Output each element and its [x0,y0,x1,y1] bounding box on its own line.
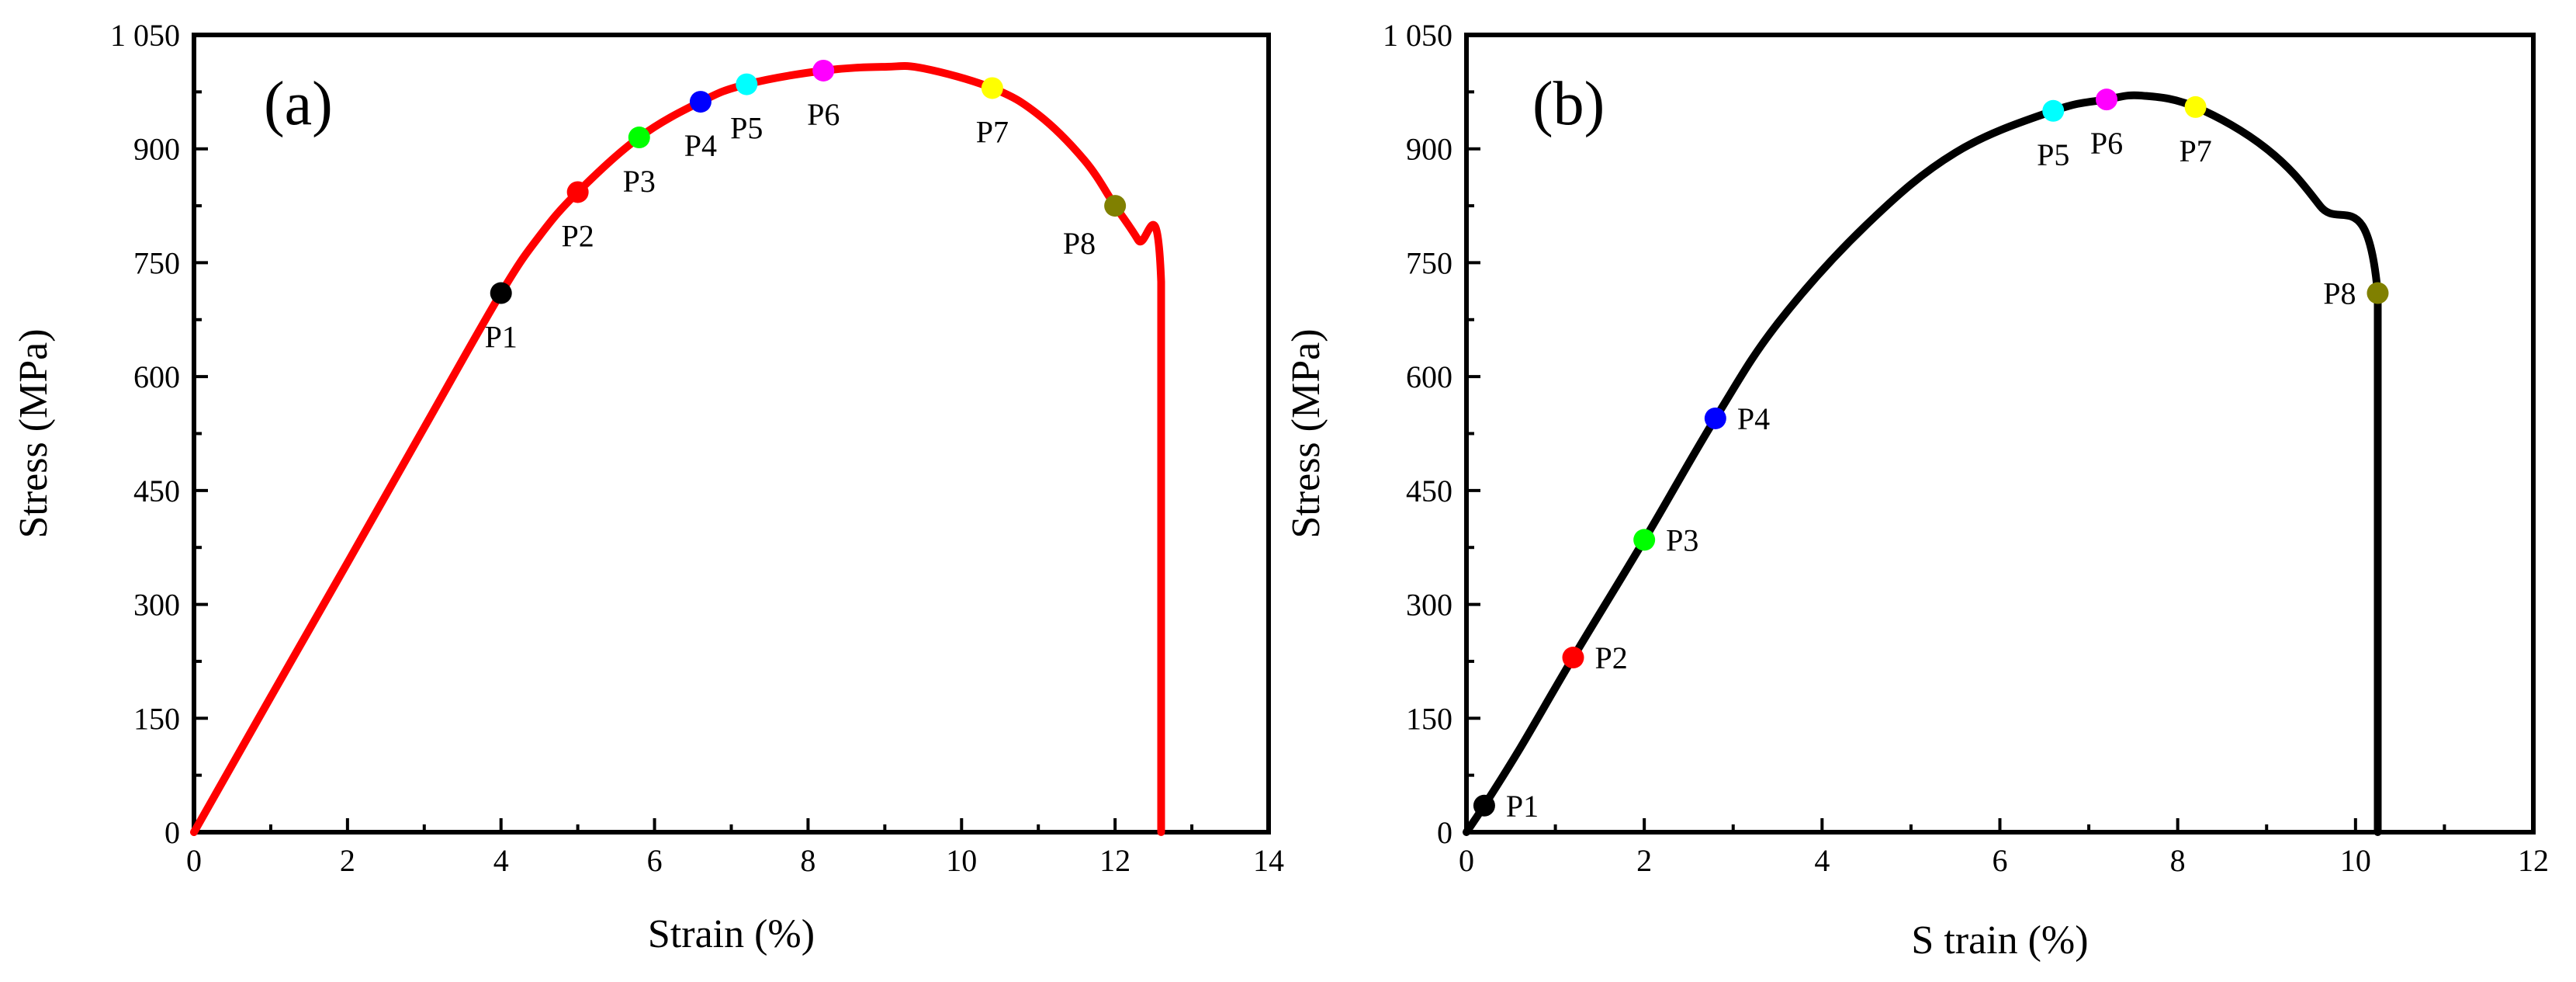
point-label-p1: P1 [1506,789,1539,824]
y-tick-label: 300 [1406,588,1452,623]
y-tick-label: 750 [133,245,180,280]
point-marker-p1 [1473,794,1495,817]
x-tick-label: 4 [1814,843,1830,878]
point-label-p3: P3 [623,164,656,199]
point-label-p4: P4 [1737,401,1770,436]
point-label-p8: P8 [1063,226,1096,261]
x-tick-label: 8 [2170,843,2186,878]
point-label-p1: P1 [485,320,518,355]
point-marker-p3 [628,127,650,149]
point-label-p7: P7 [976,114,1009,149]
panel-label: (a) [264,70,333,138]
x-tick-label: 6 [1993,843,2008,878]
y-tick-label: 0 [164,815,180,850]
x-tick-label: 0 [186,843,202,878]
y-tick-label: 0 [1437,815,1452,850]
x-tick-label: 0 [1459,843,1474,878]
point-marker-p5 [736,73,758,95]
y-tick-label: 1 050 [110,18,180,53]
y-tick-label: 450 [133,474,180,508]
y-tick-label: 300 [133,588,180,623]
y-tick-label: 150 [133,701,180,736]
x-tick-label: 2 [340,843,355,878]
y-tick-label: 1 050 [1383,18,1452,53]
y-tick-label: 750 [1406,245,1452,280]
point-label-p2: P2 [1595,640,1628,675]
point-label-p2: P2 [562,218,594,253]
point-label-p5: P5 [730,111,763,146]
y-tick-label: 900 [1406,132,1452,167]
x-tick-label: 10 [2340,843,2371,878]
point-marker-p4 [689,91,712,113]
y-tick-label: 600 [133,359,180,394]
y-tick-label: 150 [1406,701,1452,736]
x-tick-label: 6 [647,843,663,878]
chart-panel-b: 0 2 4 6 8 10 12 0 150 300 450 600 750 900 1 050 S train… [1284,18,2549,963]
y-tick-label: 600 [1406,359,1452,394]
point-marker-p7 [2184,95,2207,118]
x-axis-title: S train (%) [1911,918,2088,963]
x-tick-label: 4 [493,843,509,878]
point-label-p6: P6 [2090,126,2123,161]
point-marker-p2 [566,181,589,203]
x-tick-label: 2 [1636,843,1652,878]
point-label-p4: P4 [684,128,717,163]
x-tick-label: 10 [946,843,977,878]
x-tick-label: 8 [800,843,815,878]
point-marker-p2 [1562,647,1584,669]
x-tick-label: 12 [2518,843,2549,878]
point-marker-p3 [1633,529,1656,551]
y-tick-label: 900 [133,132,180,167]
point-marker-p6 [812,59,835,82]
plot-frame [192,33,1271,835]
point-marker-p7 [981,77,1003,99]
chart-panel-a: 0 2 4 6 8 10 12 14 0 150 300 450 600 750 900 1 050 Strai… [12,18,1284,956]
point-label-p3: P3 [1666,522,1698,557]
point-marker-p5 [2042,99,2065,122]
stress-strain-curve [1463,91,2382,836]
point-label-p6: P6 [807,97,840,132]
point-label-p7: P7 [2179,134,2211,168]
point-marker-p1 [490,282,512,304]
point-marker-p8 [1104,195,1127,217]
x-tick-label: 12 [1099,843,1130,878]
y-tick-label: 450 [1406,474,1452,508]
panel-label: (b) [1532,70,1605,138]
plot-frame [1464,33,2536,835]
point-label-p5: P5 [2037,137,2069,172]
x-axis-title: Strain (%) [648,912,815,956]
point-label-p8: P8 [2323,276,2356,311]
y-axis-title: Stress (MPa) [12,328,56,538]
x-tick-label: 14 [1253,843,1284,878]
point-marker-p8 [2367,282,2389,304]
y-axis-title: Stress (MPa) [1284,328,1328,538]
point-marker-p4 [1704,407,1726,429]
point-marker-p6 [2096,88,2117,111]
stress-strain-curve [190,62,1165,836]
